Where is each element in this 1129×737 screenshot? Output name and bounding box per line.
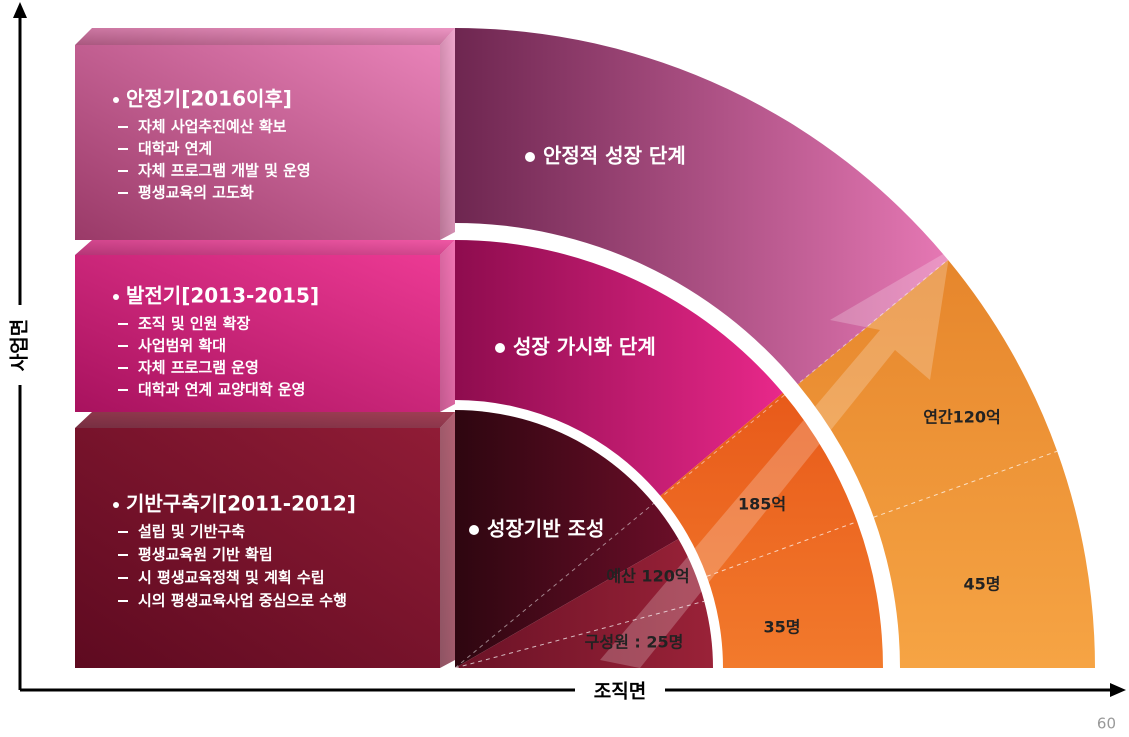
x-axis-label: 조직면 bbox=[594, 681, 646, 703]
bullet bbox=[469, 525, 479, 535]
box-side bbox=[440, 412, 455, 668]
metric-members: 45명 bbox=[964, 575, 1001, 594]
bullet bbox=[495, 343, 505, 353]
band-upper bbox=[455, 240, 783, 496]
stage-item: 사업범위 확대 bbox=[138, 337, 226, 355]
stage-item: 시의 평생교육사업 중심으로 수행 bbox=[138, 592, 347, 610]
stage-title: 발전기[2013-2015] bbox=[126, 284, 319, 308]
phase-label: 성장 가시화 단계 bbox=[513, 335, 656, 359]
y-label-bg bbox=[6, 305, 34, 385]
bands bbox=[454, 28, 1095, 669]
stage-item: 자체 사업추진예산 확보 bbox=[138, 118, 287, 136]
box-front bbox=[75, 45, 440, 240]
x-arrow bbox=[1110, 683, 1126, 697]
metric-budget: 185억 bbox=[738, 495, 786, 514]
divider bbox=[706, 521, 858, 577]
phase-label: 성장기반 조성 bbox=[487, 517, 604, 541]
phase-label: 안정적 성장 단계 bbox=[543, 144, 686, 168]
divider bbox=[454, 600, 705, 669]
bullet bbox=[525, 152, 535, 162]
box-front bbox=[75, 255, 440, 412]
box-top bbox=[75, 28, 455, 45]
box-side bbox=[440, 240, 455, 412]
divider bbox=[873, 450, 1058, 518]
stage-item: 자체 프로그램 운영 bbox=[138, 359, 259, 377]
stage-title: 안정기[2016이후] bbox=[126, 87, 292, 111]
band-upper bbox=[455, 28, 949, 385]
stage-item: 설립 및 기반구축 bbox=[138, 523, 245, 541]
bullet bbox=[113, 502, 119, 508]
band-lower bbox=[455, 539, 713, 668]
metric-budget: 예산 120억 bbox=[606, 567, 689, 586]
stage-item: 대학과 연계 bbox=[138, 140, 212, 158]
y-arrow bbox=[13, 2, 27, 18]
stage-item: 평생교육의 고도화 bbox=[138, 184, 254, 202]
page-number: 60 bbox=[1097, 715, 1116, 733]
box-side bbox=[440, 28, 455, 240]
metric-members: 구성원 : 25명 bbox=[585, 633, 684, 652]
stage-item: 대학과 연계 교양대학 운영 bbox=[138, 381, 305, 399]
x-label-bg bbox=[575, 678, 665, 704]
bullet bbox=[113, 294, 119, 300]
stage-item: 조직 및 인원 확장 bbox=[138, 315, 250, 333]
metric-members: 35명 bbox=[764, 618, 801, 637]
box-top bbox=[75, 240, 455, 255]
diagonal bbox=[454, 261, 946, 669]
band-lower bbox=[660, 392, 883, 668]
stage-item: 자체 프로그램 개발 및 운영 bbox=[138, 162, 311, 180]
band-lower bbox=[797, 260, 1095, 668]
band-upper bbox=[455, 410, 679, 668]
metric-budget: 연간120억 bbox=[923, 408, 1001, 427]
stage-item: 평생교육원 기반 확립 bbox=[138, 546, 273, 564]
box-front bbox=[75, 428, 440, 668]
y-axis-label: 사업면 bbox=[9, 319, 31, 371]
stage-item: 시 평생교육정책 및 계획 수립 bbox=[138, 569, 325, 587]
box-top bbox=[75, 412, 455, 428]
growth-arrow bbox=[600, 250, 950, 668]
stage-title: 기반구축기[2011-2012] bbox=[126, 492, 356, 516]
bullet bbox=[113, 97, 119, 103]
